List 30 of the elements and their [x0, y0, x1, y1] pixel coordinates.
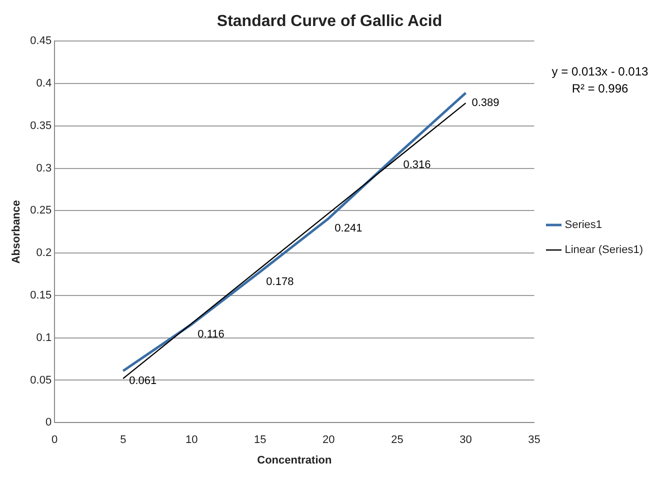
y-tick-label: 0.15: [30, 290, 52, 302]
y-tick-label: 0.3: [36, 162, 52, 174]
chart-title: Standard Curve of Gallic Acid: [216, 13, 442, 30]
x-axis-title: Concentration: [257, 454, 332, 466]
x-tick-label: 15: [254, 434, 266, 446]
y-axis-title: Absorbance: [10, 200, 23, 264]
text: R² = 0.996: [572, 81, 629, 96]
data-label: 0.316: [403, 158, 431, 171]
y-tick-label: 0.4: [36, 78, 52, 90]
y-tick-label: 0.35: [30, 120, 52, 132]
data-label: 0.389: [472, 96, 500, 109]
x-tick-label: 35: [528, 434, 540, 446]
data-label: 0.241: [334, 222, 362, 234]
x-tick-label: 20: [322, 434, 335, 446]
y-tick-label: 0.1: [36, 332, 52, 344]
y-tick-label: 0.45: [30, 35, 52, 48]
data-label: 0.116: [198, 328, 224, 340]
legend-label: Linear (Series1): [564, 244, 644, 256]
data-label: 0.178: [266, 276, 294, 288]
data-label: 0.061: [129, 374, 157, 387]
y-tick-label: 0: [45, 416, 52, 429]
x-tick-label: 25: [391, 434, 404, 446]
y-tick-label: 0.05: [30, 374, 52, 386]
y-tick-label: 0.25: [30, 204, 52, 217]
x-tick-label: 10: [186, 434, 198, 446]
x-tick-label: 5: [120, 434, 126, 446]
x-tick-label: 30: [460, 434, 472, 446]
legend-label: Series1: [564, 219, 602, 232]
text: y = 0.013x - 0.013: [552, 64, 649, 78]
y-tick-label: 0.2: [36, 247, 52, 260]
